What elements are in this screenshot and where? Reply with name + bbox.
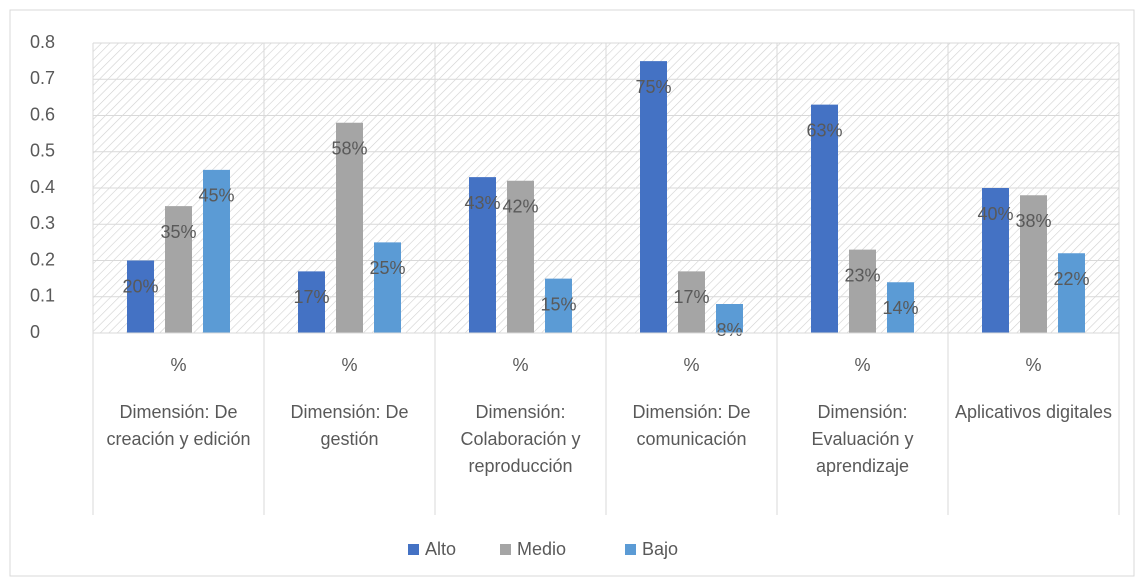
data-label: 40%: [977, 204, 1013, 224]
x-tick-sublabel: %: [170, 355, 187, 375]
data-label: 15%: [540, 294, 576, 314]
bar: [545, 278, 572, 333]
bar: [165, 206, 192, 333]
y-tick-label: 0.4: [30, 177, 55, 197]
x-tick-label: Dimensión: Evaluación y aprendizaje: [811, 402, 914, 476]
bar: [716, 304, 743, 333]
y-tick-label: 0.8: [30, 32, 55, 52]
data-label: 17%: [673, 287, 709, 307]
bar: [298, 271, 325, 333]
y-tick-label: 0.6: [30, 104, 55, 124]
x-tick-label: Aplicativos digitales: [954, 402, 1113, 422]
legend-label: Alto: [425, 539, 456, 559]
x-tick-sublabel: %: [683, 355, 700, 375]
bar: [469, 177, 496, 333]
bar: [203, 169, 230, 333]
data-label: 75%: [635, 77, 671, 97]
data-label: 22%: [1053, 269, 1089, 289]
x-tick-sublabel: %: [341, 355, 358, 375]
y-tick-label: 0.1: [30, 286, 55, 306]
bar: [1020, 195, 1047, 333]
x-tick-label: Dimensión: Colaboración y reproducción: [460, 402, 581, 476]
data-label: 38%: [1015, 211, 1051, 231]
data-label: 8%: [716, 320, 742, 340]
y-tick-label: 0.7: [30, 68, 55, 88]
bar: [887, 282, 914, 333]
bar: [336, 122, 363, 333]
legend-swatch: [500, 544, 511, 555]
data-label: 23%: [844, 265, 880, 285]
data-label: 14%: [882, 298, 918, 318]
y-tick-label: 0.2: [30, 249, 55, 269]
legend-label: Medio: [517, 539, 566, 559]
bar: [127, 260, 154, 333]
bar: [374, 242, 401, 333]
data-label: 17%: [293, 287, 329, 307]
bar: [640, 61, 667, 333]
data-label: 45%: [198, 186, 234, 206]
x-tick-label: Dimensión: De gestión: [290, 402, 409, 449]
x-tick-sublabel: %: [1025, 355, 1042, 375]
x-tick-label: Dimensión: De creación y edición: [106, 402, 251, 449]
data-label: 58%: [331, 139, 367, 159]
bar: [849, 249, 876, 333]
y-tick-label: 0: [30, 322, 40, 342]
x-tick-sublabel: %: [512, 355, 529, 375]
x-tick-label: Dimensión: De comunicación: [632, 402, 751, 449]
x-tick-sublabel: %: [854, 355, 871, 375]
data-label: 35%: [160, 222, 196, 242]
legend-swatch: [625, 544, 636, 555]
bar: [982, 188, 1009, 333]
legend-swatch: [408, 544, 419, 555]
bar: [1058, 253, 1085, 333]
y-tick-label: 0.5: [30, 141, 55, 161]
data-label: 43%: [464, 193, 500, 213]
bar: [507, 180, 534, 333]
data-label: 63%: [806, 120, 842, 140]
legend-label: Bajo: [642, 539, 678, 559]
y-tick-label: 0.3: [30, 213, 55, 233]
data-label: 42%: [502, 197, 538, 217]
data-label: 20%: [122, 276, 158, 296]
bar: [811, 104, 838, 333]
data-label: 25%: [369, 258, 405, 278]
bar: [678, 271, 705, 333]
